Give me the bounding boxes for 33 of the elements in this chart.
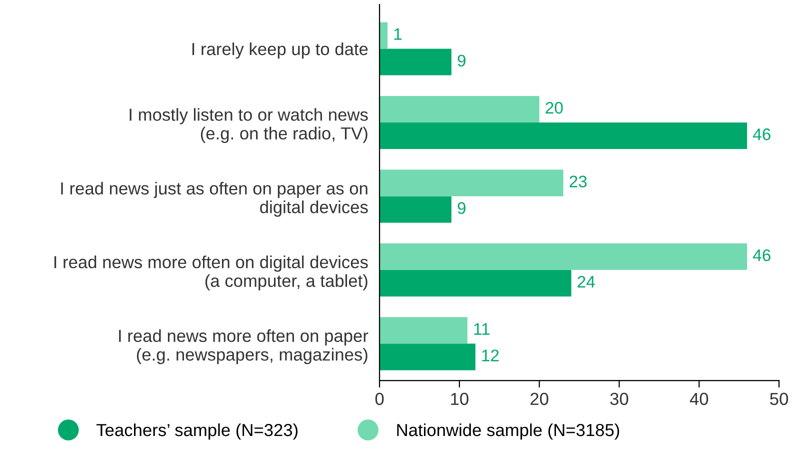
bar <box>380 317 468 344</box>
bar <box>380 48 452 76</box>
bar <box>380 344 476 370</box>
data-label: 46 <box>753 128 770 140</box>
bar <box>380 122 748 150</box>
data-label: 1 <box>394 28 402 40</box>
data-label: 12 <box>482 350 499 362</box>
bar <box>380 243 748 270</box>
data-label: 9 <box>458 54 466 67</box>
y-tick-label: I read news more often on paper (e.g. newspapers, magazines) <box>119 329 368 364</box>
y-tick-label: I mostly listen to or watch news (e.g. on the radio, TV) <box>130 108 368 143</box>
bar <box>380 170 564 196</box>
y-tick-label: I read news more often on digital devices (a computer, a tablet) <box>54 256 368 290</box>
data-label: 9 <box>458 202 466 214</box>
x-tick-label: 30 <box>610 392 628 406</box>
x-tick-label: 50 <box>770 392 788 406</box>
data-label: 23 <box>570 176 587 188</box>
x-tick-label: 40 <box>690 392 708 406</box>
x-tick-label: 20 <box>530 392 548 406</box>
bar <box>380 22 388 49</box>
data-label: 24 <box>578 276 595 288</box>
y-tick-label: I read news just as often on paper as on digital devices <box>61 182 368 217</box>
data-label: 11 <box>474 323 490 335</box>
data-label: 46 <box>753 249 770 262</box>
y-tick-label: I rarely keep up to date <box>192 42 368 59</box>
legend-label: Teachers’ sample (N=323) <box>96 423 298 440</box>
legend-label: Nationwide sample (N=3185) <box>397 423 620 440</box>
x-tick-label: 10 <box>451 392 468 406</box>
data-label: 20 <box>546 102 563 114</box>
x-tick-label: 0 <box>375 392 384 406</box>
bar <box>380 96 540 122</box>
bar <box>380 196 452 223</box>
bar <box>380 270 572 296</box>
